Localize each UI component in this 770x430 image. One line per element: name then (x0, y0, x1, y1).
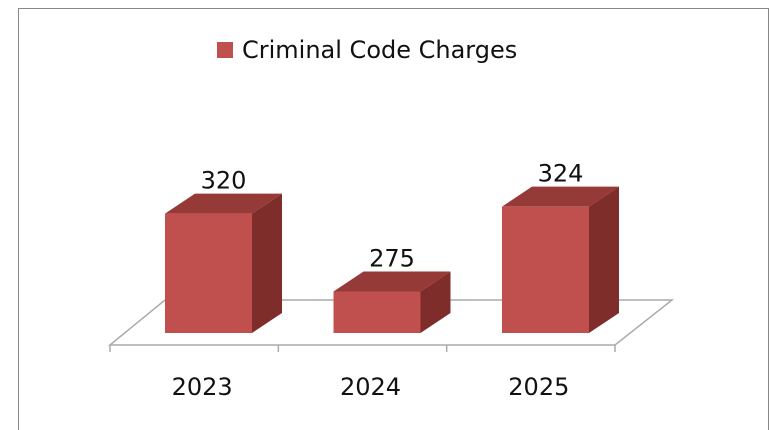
bar (333, 291, 421, 333)
x-tick-label: 2024 (340, 373, 401, 401)
bar-top (333, 271, 451, 292)
x-tick-label: 2025 (508, 373, 569, 401)
x-tick-label: 2023 (172, 373, 233, 401)
chart-frame (18, 8, 769, 430)
legend-label: Criminal Code Charges (242, 36, 517, 64)
bar-side (252, 193, 282, 333)
value-label: 320 (201, 167, 247, 195)
bar (502, 206, 589, 333)
value-label: 324 (538, 160, 584, 188)
bar-side (420, 271, 451, 333)
bar (165, 213, 252, 333)
bar-top (165, 193, 282, 214)
value-label: 275 (369, 244, 415, 272)
bar-top (502, 186, 619, 207)
legend-swatch (217, 42, 233, 58)
bar-side (589, 186, 619, 333)
